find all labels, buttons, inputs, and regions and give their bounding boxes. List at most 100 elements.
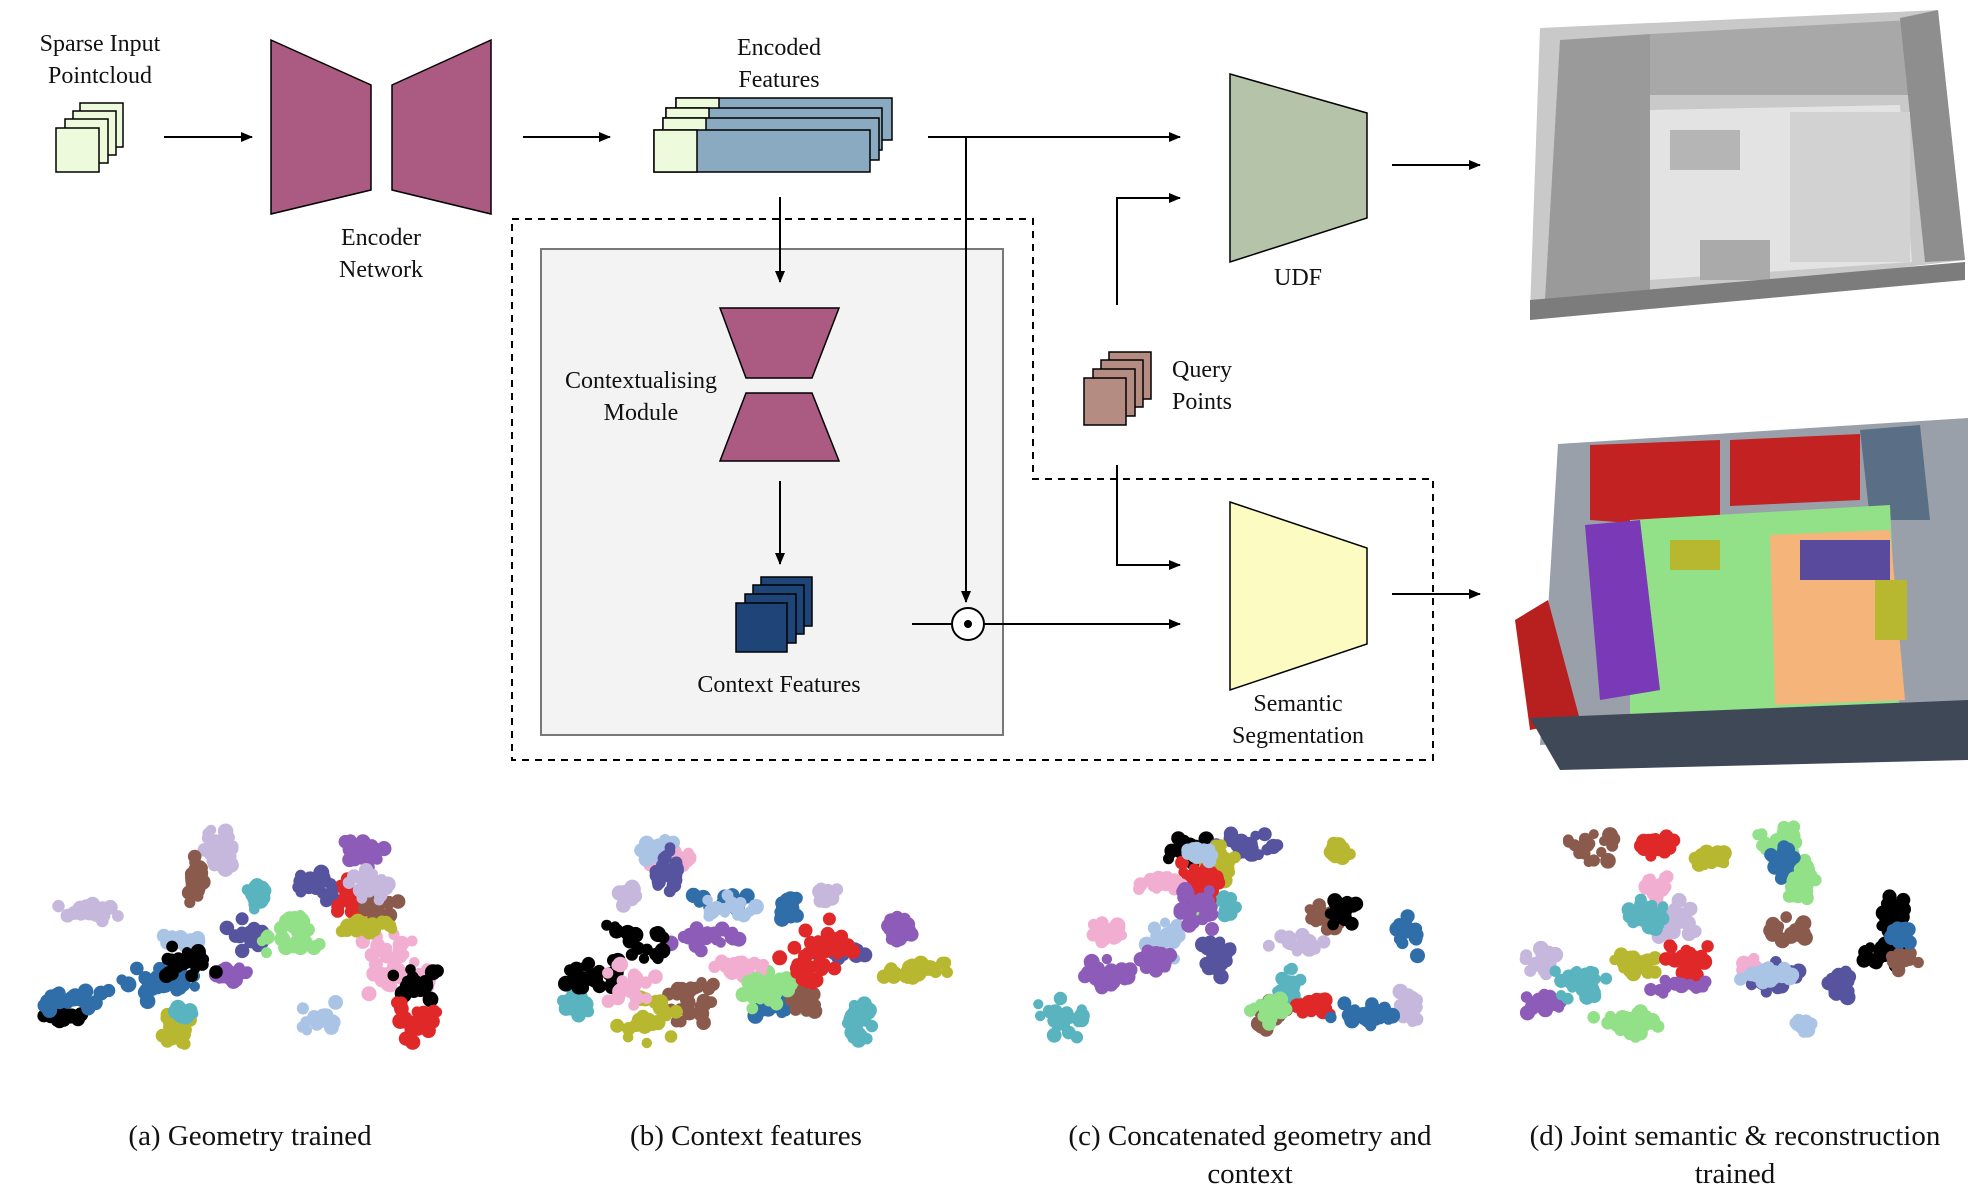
tsne-point [1602, 827, 1618, 843]
tsne-point [641, 993, 652, 1004]
tsne-point [1769, 965, 1781, 977]
tsne-point [1596, 846, 1607, 858]
tsne-point [112, 910, 124, 922]
tsne-point [610, 1018, 625, 1033]
tsne-point [807, 1003, 823, 1019]
tsne-point [911, 967, 926, 982]
tsne-point [1573, 976, 1588, 991]
contextualising-module-shape [718, 307, 841, 462]
tsne-point [1255, 998, 1266, 1010]
tsne-point [1192, 869, 1205, 882]
tsne-point [1309, 999, 1323, 1013]
tsne-point [1756, 839, 1769, 852]
query-points-icon [1083, 351, 1152, 426]
tsne-point [215, 837, 230, 852]
tsne-point [641, 1037, 652, 1049]
tsne-point [395, 996, 408, 1009]
tsne-point [1780, 911, 1792, 923]
reconstruction-output-render [1530, 10, 1965, 320]
tsne-point [1262, 939, 1275, 952]
tsne-point [194, 948, 207, 961]
tsne-point [1223, 897, 1234, 909]
tsne-point [1099, 976, 1113, 990]
tsne-point [1070, 1031, 1084, 1044]
tsne-point [602, 967, 614, 979]
tsne-point [664, 842, 676, 853]
tsne-point [1375, 1011, 1387, 1022]
tsne-point [1206, 909, 1218, 922]
tsne-point [1035, 1010, 1046, 1022]
tsne-point [328, 995, 343, 1010]
tsne-point [170, 999, 186, 1016]
tsne-point [1781, 969, 1798, 986]
tsne-point [247, 921, 261, 935]
tsne-point [1830, 975, 1844, 990]
tsne-point [818, 940, 832, 954]
tsne-point [320, 889, 332, 901]
tsne-point [1186, 844, 1202, 859]
tsne-point [295, 886, 307, 898]
tsne-point [1803, 860, 1814, 871]
tsne-point [715, 937, 726, 948]
tsne-point [1892, 934, 1903, 945]
tsne-point [1344, 848, 1355, 859]
tsne-point [1103, 963, 1119, 979]
tsne-point [1890, 951, 1907, 968]
tsne-point [1337, 996, 1352, 1011]
tsne-point [1400, 909, 1415, 924]
tsne-point [1328, 848, 1343, 864]
tsne-point [356, 892, 368, 904]
tsne-point [1164, 843, 1179, 858]
tsne-point [892, 923, 908, 939]
tsne-point [1133, 877, 1148, 892]
tsne-point [1410, 1012, 1424, 1026]
tsne-point [309, 875, 321, 887]
tsne-point [564, 994, 578, 1008]
segmentation-branch-boundary [511, 218, 1434, 761]
tsne-point [181, 947, 193, 958]
tsne-point [1644, 873, 1656, 885]
tsne-point [1781, 854, 1794, 868]
tsne-point [166, 940, 179, 953]
tsne-point [374, 972, 390, 988]
tsne-point [649, 839, 662, 852]
tsne-point [1791, 926, 1807, 942]
query-points-label: Query Points [1171, 357, 1233, 415]
tsne-point [808, 979, 819, 990]
tsne-point [1651, 1020, 1665, 1033]
tsne-point [1520, 991, 1533, 1003]
tsne-point [1663, 841, 1677, 855]
tsne-point [1233, 833, 1250, 850]
udf-label: UDF [1273, 265, 1322, 291]
tsne-point [639, 976, 652, 989]
tsne-point [899, 970, 912, 984]
tsne-point [629, 1018, 643, 1033]
tsne-point [706, 977, 720, 991]
tsne-point [1657, 901, 1669, 912]
tsne-point [68, 991, 83, 1007]
tsne-point [189, 981, 200, 992]
tsne-point [859, 1004, 871, 1016]
tsne-point [746, 1002, 759, 1015]
tsne-point [1271, 839, 1284, 852]
tsne-point [1669, 976, 1680, 988]
tsne-point [1150, 929, 1164, 943]
tsne-point [748, 972, 765, 988]
tsne-point [256, 936, 267, 947]
tsne-point [1744, 967, 1759, 982]
tsne-point [1181, 917, 1197, 933]
tsne-point [205, 824, 217, 836]
tsne-point [1629, 1030, 1642, 1043]
tsne-point [1293, 998, 1310, 1015]
tsne-point [394, 935, 410, 952]
tsne-point [1151, 949, 1168, 966]
tsne-point [379, 915, 393, 929]
tsne-point [1312, 903, 1328, 919]
tsne-point [1147, 874, 1163, 890]
tsne-point [1895, 901, 1911, 917]
tsne-point [1198, 892, 1211, 906]
tsne-point [1279, 1002, 1293, 1016]
tsne-point [688, 938, 703, 953]
tsne-point [1600, 972, 1613, 985]
